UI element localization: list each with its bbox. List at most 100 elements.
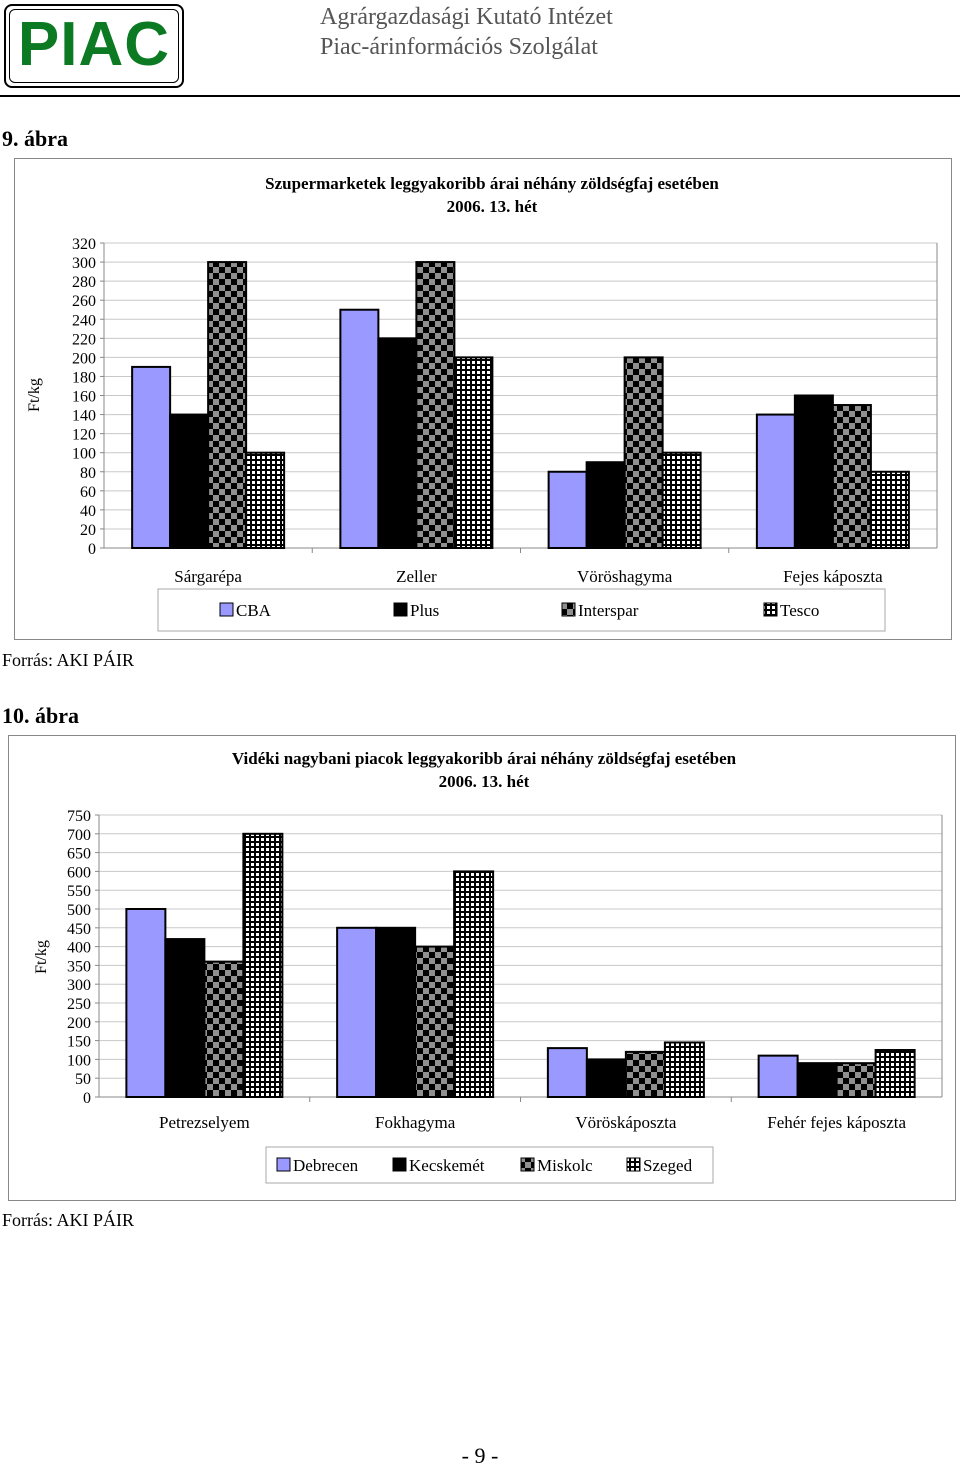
y-tick-label: 200: [72, 350, 96, 367]
legend-label: Kecskemét: [409, 1156, 485, 1175]
y-tick-label: 240: [72, 312, 96, 329]
y-tick-label: 0: [88, 541, 96, 558]
legend-swatch-szeged: [626, 1157, 641, 1172]
bar-cba-4: [755, 413, 796, 549]
bar-miskolc-4: [835, 1062, 877, 1099]
logo-text: PIAC: [17, 10, 171, 79]
institute-service: Piac-árinformációs Szolgálat: [320, 34, 598, 60]
y-tick-label: 50: [75, 1071, 91, 1088]
legend-swatch-cba: [219, 602, 234, 617]
y-tick-label: 100: [72, 446, 96, 463]
y-tick-label: 300: [67, 977, 91, 994]
category-label: Vöröshagyma: [577, 567, 673, 586]
y-tick-label: 700: [67, 827, 91, 844]
bar-kecskemét-1: [164, 938, 206, 1098]
legend-swatch-kecskemét: [392, 1157, 407, 1172]
chart2-svg: Vidéki nagybani piacok leggyakoribb árai…: [33, 749, 943, 1184]
chart-title: Szupermarketek leggyakoribb árai néhány …: [265, 174, 719, 193]
bar-miskolc-3: [624, 1050, 666, 1099]
bar-szeged-4: [874, 1049, 916, 1098]
legend-label: Plus: [410, 601, 439, 620]
category-label: Fokhagyma: [375, 1113, 456, 1132]
bar-debrecen-3: [546, 1047, 588, 1098]
page-number: - 9 -: [461, 1443, 499, 1468]
chart-subtitle: 2006. 13. hét: [447, 197, 538, 216]
bar-kecskemét-3: [585, 1058, 627, 1098]
legend-label: Debrecen: [293, 1156, 359, 1175]
bar-szeged-1: [242, 832, 284, 1099]
y-tick-label: 400: [67, 940, 91, 957]
bar-szeged-3: [663, 1041, 705, 1099]
bar-miskolc-1: [203, 960, 245, 1098]
y-tick-label: 350: [67, 958, 91, 975]
figure9-label: 9. ábra: [2, 126, 68, 151]
y-tick-label: 300: [72, 255, 96, 272]
legend-swatch-debrecen: [276, 1157, 291, 1172]
legend-label: Interspar: [578, 601, 639, 620]
bar-cba-1: [131, 365, 172, 549]
y-tick-label: 650: [67, 846, 91, 863]
legend-swatch-interspar: [561, 602, 576, 617]
y-tick-label: 100: [67, 1052, 91, 1069]
bar-miskolc-2: [414, 945, 456, 1098]
bar-plus-4: [793, 394, 834, 549]
legend-swatch-miskolc: [520, 1157, 535, 1172]
bar-tesco-1: [245, 451, 286, 549]
y-tick-label: 40: [80, 503, 96, 520]
y-tick-label: 450: [67, 921, 91, 938]
y-tick-label: 260: [72, 293, 96, 310]
bar-interspar-1: [207, 261, 248, 549]
bar-plus-3: [585, 461, 626, 549]
y-tick-label: 280: [72, 274, 96, 291]
figure9-source: Forrás: AKI PÁIR: [2, 650, 135, 670]
legend-swatch-plus: [393, 602, 408, 617]
header-divider: [0, 95, 960, 97]
institute-name: Agrárgazdasági Kutató Intézet: [320, 4, 613, 30]
bar-interspar-2: [415, 261, 456, 549]
y-axis-label: Ft/kg: [33, 940, 50, 974]
bar-cba-2: [339, 308, 380, 549]
figure10-source: Forrás: AKI PÁIR: [2, 1210, 135, 1230]
chart-title: Vidéki nagybani piacok leggyakoribb árai…: [232, 749, 737, 768]
legend-label: Szeged: [643, 1156, 693, 1175]
y-tick-label: 60: [80, 484, 96, 501]
y-tick-label: 160: [72, 389, 96, 406]
legend-label: Tesco: [780, 601, 819, 620]
y-tick-label: 320: [72, 236, 96, 253]
chart2-frame: Vidéki nagybani piacok leggyakoribb árai…: [8, 735, 956, 1201]
y-tick-label: 500: [67, 902, 91, 919]
category-label: Vöröskáposzta: [575, 1113, 676, 1132]
bar-debrecen-4: [757, 1054, 799, 1099]
bar-debrecen-1: [125, 908, 167, 1098]
y-tick-label: 250: [67, 996, 91, 1013]
bar-debrecen-2: [336, 926, 378, 1098]
logo-border: [9, 9, 179, 83]
bar-interspar-4: [831, 404, 872, 549]
y-tick-label: 80: [80, 465, 96, 482]
y-tick-label: 120: [72, 427, 96, 444]
y-tick-label: 220: [72, 331, 96, 348]
bar-tesco-2: [453, 356, 494, 549]
bar-tesco-3: [661, 451, 702, 549]
y-tick-label: 200: [67, 1015, 91, 1032]
bar-kecskemét-4: [796, 1062, 838, 1099]
bar-szeged-2: [453, 870, 495, 1098]
category-label: Fejes káposzta: [783, 567, 883, 586]
bar-plus-1: [169, 413, 210, 549]
bar-tesco-4: [869, 470, 910, 549]
y-tick-label: 550: [67, 883, 91, 900]
category-label: Fehér fejes káposzta: [767, 1113, 906, 1132]
y-tick-label: 140: [72, 408, 96, 425]
bar-kecskemét-2: [375, 926, 417, 1098]
y-tick-label: 600: [67, 864, 91, 881]
chart1-svg: Szupermarketek leggyakoribb árai néhány …: [26, 174, 938, 632]
y-tick-label: 180: [72, 369, 96, 386]
bar-interspar-3: [623, 356, 664, 549]
bar-cba-3: [547, 470, 588, 549]
legend-label: Miskolc: [537, 1156, 593, 1175]
chart1-frame: Szupermarketek leggyakoribb árai néhány …: [14, 158, 952, 640]
y-tick-label: 0: [83, 1090, 91, 1107]
y-tick-label: 750: [67, 808, 91, 825]
y-tick-label: 150: [67, 1034, 91, 1051]
category-label: Zeller: [396, 567, 437, 586]
